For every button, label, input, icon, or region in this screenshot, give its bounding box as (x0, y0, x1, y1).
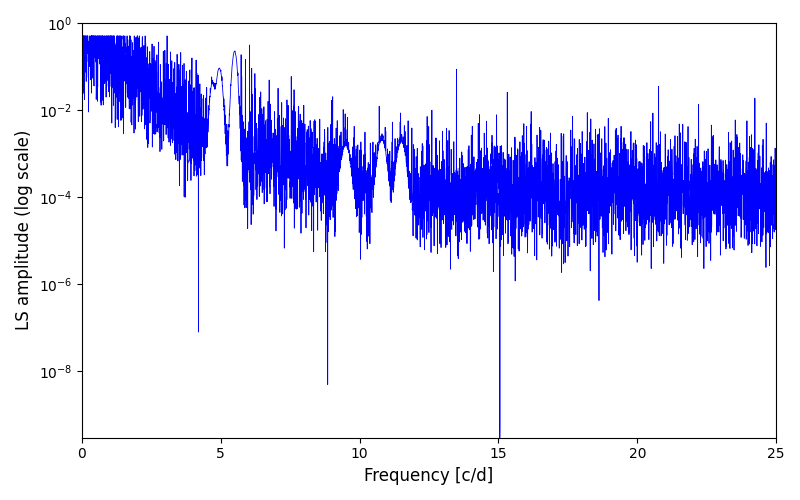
Y-axis label: LS amplitude (log scale): LS amplitude (log scale) (15, 130, 33, 330)
X-axis label: Frequency [c/d]: Frequency [c/d] (364, 467, 494, 485)
